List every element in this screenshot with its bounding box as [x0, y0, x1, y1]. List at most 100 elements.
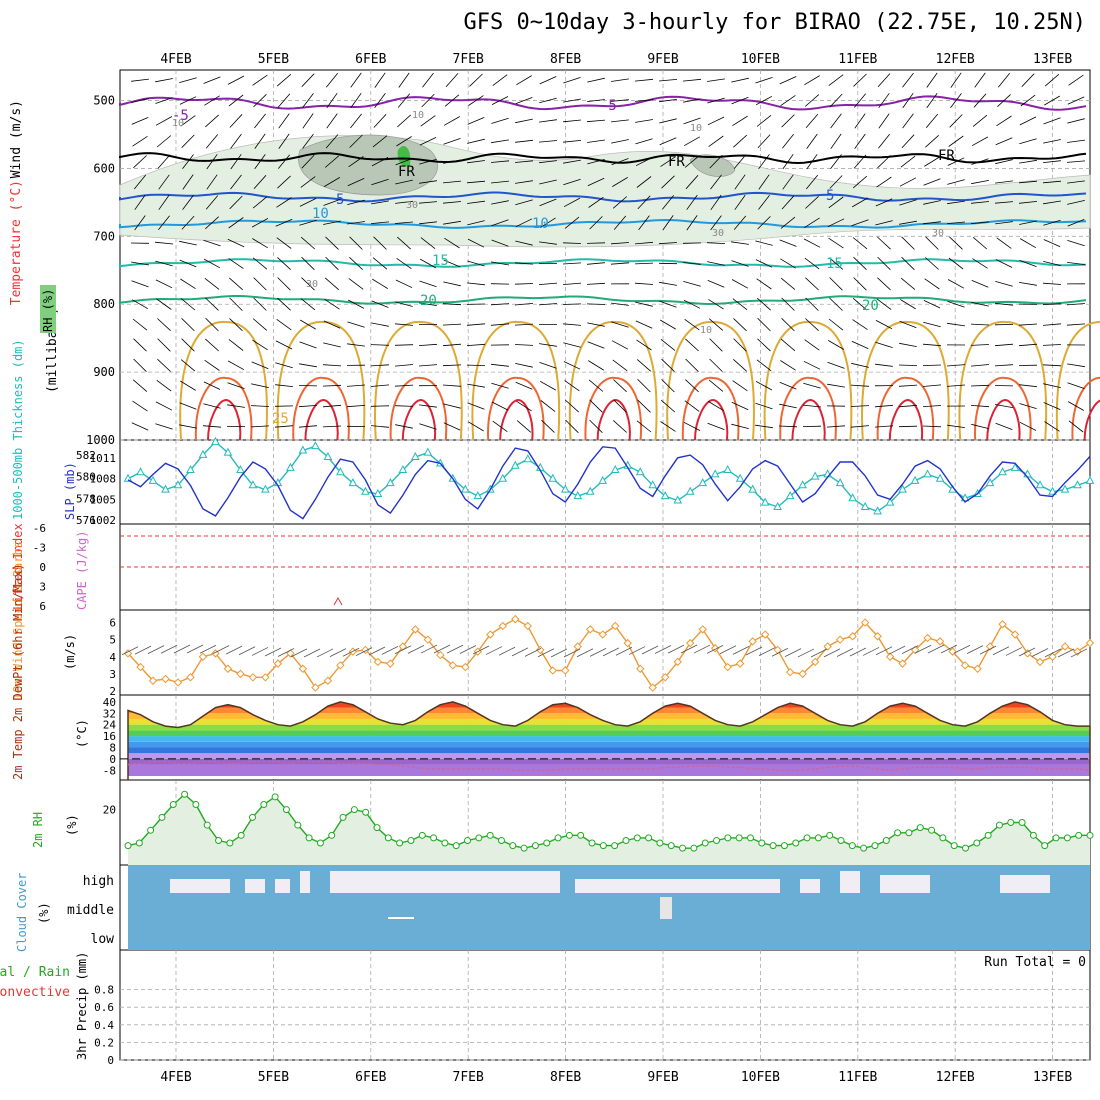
rh2m-point — [464, 836, 472, 844]
thickness-point — [810, 471, 820, 480]
wind-barb — [157, 154, 171, 169]
wind-barb — [251, 361, 269, 370]
cloud-clear-gap — [170, 879, 230, 893]
rh2m-point — [679, 844, 687, 852]
wind-barb — [972, 258, 988, 269]
wind-barb — [634, 78, 654, 82]
wind-barb — [1019, 403, 1037, 409]
wind-barb — [1019, 138, 1037, 145]
wind-barb — [419, 137, 437, 146]
wind10-point — [186, 673, 195, 682]
precip-ytick: 0.4 — [94, 1019, 114, 1032]
wind-barb — [635, 138, 653, 145]
wind10-barb — [628, 646, 646, 655]
wind10-barb — [550, 648, 568, 658]
wind-barb — [659, 99, 677, 103]
wind-barb — [635, 157, 653, 167]
wind-barb — [372, 278, 388, 289]
wind-barb — [228, 258, 244, 269]
rh2m-point — [780, 842, 788, 850]
wind-barb — [923, 178, 941, 186]
wind-barb — [349, 236, 363, 250]
wind-barb — [1066, 303, 1086, 306]
wind-barb — [467, 138, 485, 144]
wind-barb — [563, 98, 581, 103]
rh2m-point — [1007, 819, 1015, 826]
wind-barb — [852, 197, 868, 208]
wind-barb — [301, 154, 315, 169]
wind-barb — [539, 160, 557, 164]
wind-barb — [758, 195, 770, 210]
wind-barb — [922, 405, 942, 407]
thickness-point — [685, 486, 695, 495]
thickness-ytick: 582 — [76, 449, 96, 462]
wind-barb — [1067, 382, 1085, 389]
date-label-top: 6FEB — [355, 52, 386, 67]
thickness-point — [910, 475, 920, 484]
wind-barb — [995, 281, 1013, 287]
wind-barb — [922, 384, 942, 387]
wind-barb — [179, 77, 197, 83]
wind-barb — [660, 338, 676, 351]
wind-barb — [203, 403, 221, 409]
slp-ytick: 1011 — [90, 452, 117, 465]
wind-barb — [131, 280, 149, 288]
wind-barb — [132, 379, 148, 392]
wind10-line — [127, 618, 1091, 689]
wind-barb — [658, 79, 678, 82]
wind-barb — [707, 422, 725, 430]
rh2m-point — [215, 836, 223, 844]
wind10-barb — [485, 646, 503, 655]
wind-barb — [731, 279, 749, 289]
wind-barb — [395, 301, 413, 307]
rh2m-point — [192, 801, 200, 809]
wind-barb — [874, 404, 894, 408]
cloud-units: (%) — [37, 902, 51, 924]
wind10-barb — [134, 645, 152, 655]
wind-barb — [731, 423, 749, 429]
wind-barb — [1043, 160, 1061, 163]
wind-barb — [636, 359, 652, 372]
thickness-point — [1035, 480, 1045, 489]
wind10-units: (m/s) — [63, 634, 77, 670]
wind10-barb — [667, 644, 685, 654]
wind-barb — [562, 140, 582, 143]
wind-barb — [203, 381, 221, 390]
wind-barb — [277, 257, 291, 270]
wind-barb — [901, 134, 915, 149]
temp-contour-35 — [694, 398, 729, 441]
wind10-point — [935, 637, 945, 646]
wind-barb — [254, 133, 266, 149]
wind-barb — [947, 200, 965, 205]
wind-barb — [782, 154, 794, 170]
wind-barb — [851, 362, 869, 368]
wind-barb — [227, 404, 245, 408]
wind-barb — [994, 302, 1014, 306]
wind-barb — [828, 196, 844, 209]
temp-contour-minus5 — [119, 95, 1087, 111]
temp-color-band — [128, 713, 1090, 719]
wind-barb — [230, 133, 242, 149]
wind-barb — [298, 405, 318, 408]
temp-contour-25 — [179, 320, 268, 441]
wind10-barb — [953, 644, 971, 654]
rh2m-point — [554, 834, 562, 842]
thickness-point — [123, 473, 133, 482]
wind-barb — [995, 404, 1013, 408]
cloud-clear-gap — [330, 871, 560, 893]
temp-contour-30 — [779, 376, 837, 441]
wind-barb — [516, 400, 532, 412]
wind10-barb — [1070, 648, 1088, 658]
wind-barb — [158, 174, 170, 190]
thickness-point — [935, 473, 945, 482]
wind10-point — [323, 676, 333, 685]
wind-barb — [660, 156, 676, 167]
wind-barb — [252, 318, 268, 331]
wind-barb — [709, 358, 723, 372]
wind10-point — [586, 625, 595, 634]
wind-barb — [732, 380, 748, 392]
wind-barb — [780, 338, 796, 352]
thickness-point — [361, 486, 370, 495]
wind10-point — [860, 618, 870, 627]
wind-barb — [805, 277, 819, 291]
